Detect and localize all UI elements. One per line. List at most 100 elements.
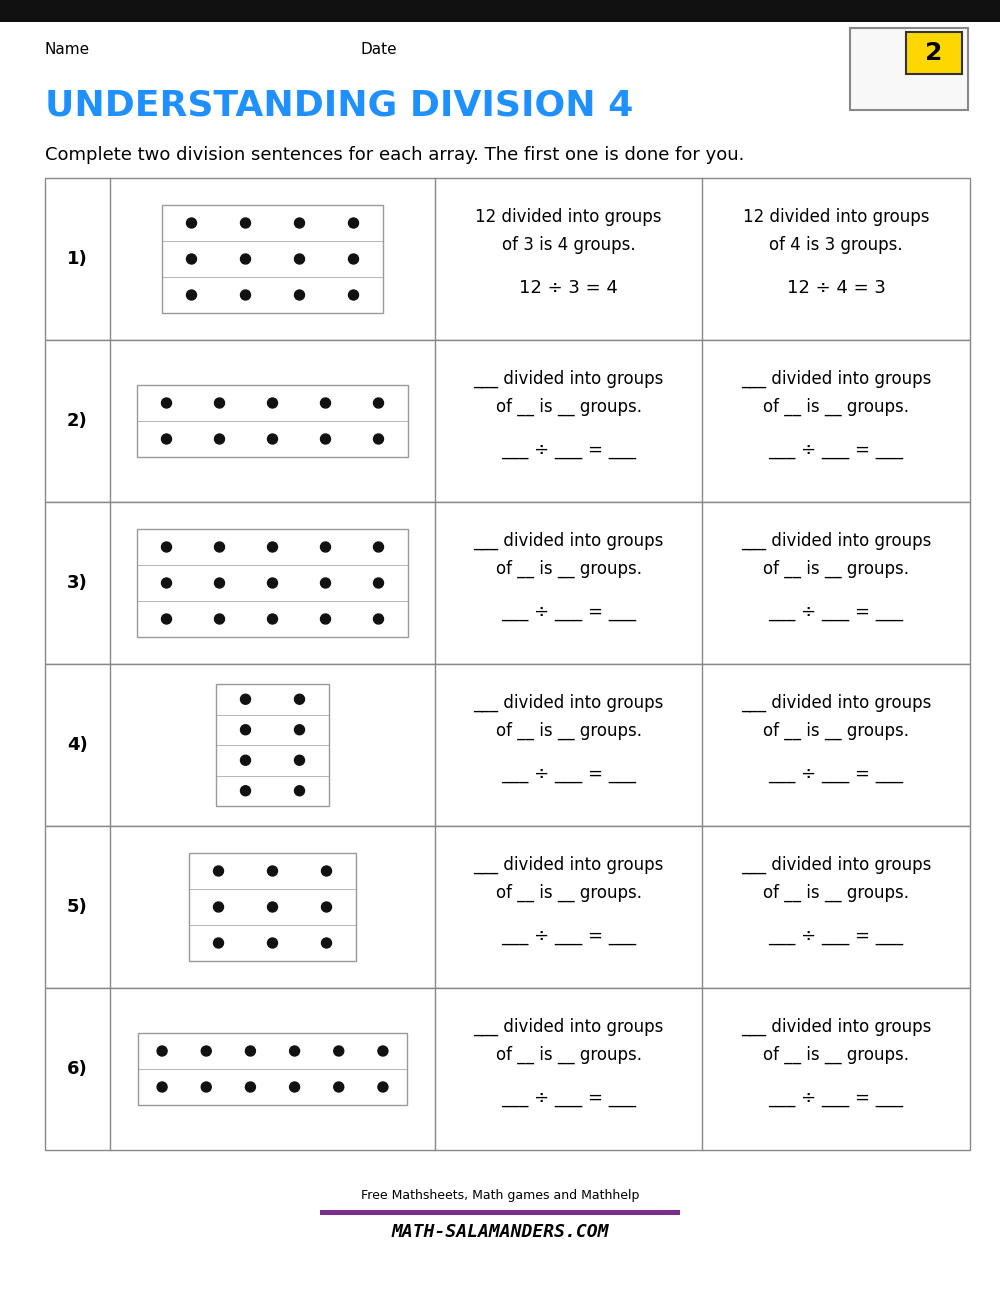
Text: 2): 2) xyxy=(67,411,88,430)
Circle shape xyxy=(322,866,332,876)
Text: ___ ÷ ___ = ___: ___ ÷ ___ = ___ xyxy=(768,765,904,783)
Circle shape xyxy=(201,1082,211,1092)
Text: ___ divided into groups: ___ divided into groups xyxy=(741,694,931,712)
Circle shape xyxy=(378,1082,388,1092)
Text: ___ divided into groups: ___ divided into groups xyxy=(473,694,664,712)
Bar xyxy=(906,32,962,74)
Circle shape xyxy=(268,902,278,912)
Circle shape xyxy=(294,785,304,796)
Text: ___ ÷ ___ = ___: ___ ÷ ___ = ___ xyxy=(768,441,904,459)
Circle shape xyxy=(240,254,250,264)
Circle shape xyxy=(320,542,330,553)
Text: 2: 2 xyxy=(925,41,943,65)
Text: of 3 is 4 groups.: of 3 is 4 groups. xyxy=(502,236,635,254)
Circle shape xyxy=(214,613,224,624)
Text: 12 ÷ 3 = 4: 12 ÷ 3 = 4 xyxy=(519,280,618,298)
Bar xyxy=(45,664,970,826)
Bar xyxy=(45,989,970,1150)
Text: 12 divided into groups: 12 divided into groups xyxy=(475,208,662,226)
Circle shape xyxy=(162,542,172,553)
Circle shape xyxy=(162,613,172,624)
Text: of __ is __ groups.: of __ is __ groups. xyxy=(496,722,642,740)
Circle shape xyxy=(268,433,278,444)
Text: ___ divided into groups: ___ divided into groups xyxy=(741,857,931,875)
Text: of __ is __ groups.: of __ is __ groups. xyxy=(763,722,909,740)
Circle shape xyxy=(349,290,358,300)
Bar xyxy=(320,1210,680,1215)
Circle shape xyxy=(162,433,172,444)
Circle shape xyxy=(214,433,224,444)
Circle shape xyxy=(334,1082,344,1092)
Text: UNDERSTANDING DIVISION 4: UNDERSTANDING DIVISION 4 xyxy=(45,88,633,122)
Text: of __ is __ groups.: of __ is __ groups. xyxy=(763,884,909,902)
Circle shape xyxy=(268,866,278,876)
Circle shape xyxy=(245,1082,255,1092)
Circle shape xyxy=(294,756,304,765)
Circle shape xyxy=(374,578,384,587)
Circle shape xyxy=(268,542,278,553)
Bar xyxy=(216,685,329,806)
Text: ___ ÷ ___ = ___: ___ ÷ ___ = ___ xyxy=(501,765,636,783)
Circle shape xyxy=(268,613,278,624)
Bar xyxy=(0,0,1000,22)
Bar xyxy=(137,529,408,637)
Text: ___ ÷ ___ = ___: ___ ÷ ___ = ___ xyxy=(501,927,636,945)
Circle shape xyxy=(349,254,358,264)
Circle shape xyxy=(268,938,278,949)
Circle shape xyxy=(157,1046,167,1056)
Circle shape xyxy=(186,217,196,228)
Text: of __ is __ groups.: of __ is __ groups. xyxy=(496,1046,642,1064)
Circle shape xyxy=(214,578,224,587)
Text: Free Mathsheets, Math games and Mathhelp: Free Mathsheets, Math games and Mathhelp xyxy=(361,1188,639,1202)
Text: of __ is __ groups.: of __ is __ groups. xyxy=(763,560,909,578)
Bar xyxy=(138,1033,407,1105)
Text: ___ divided into groups: ___ divided into groups xyxy=(741,370,931,388)
Circle shape xyxy=(294,254,304,264)
Circle shape xyxy=(186,290,196,300)
Text: ___ ÷ ___ = ___: ___ ÷ ___ = ___ xyxy=(501,441,636,459)
Bar xyxy=(137,386,408,457)
Text: ___ divided into groups: ___ divided into groups xyxy=(741,1018,931,1036)
Text: Date: Date xyxy=(360,43,397,57)
Text: of __ is __ groups.: of __ is __ groups. xyxy=(763,1046,909,1064)
Text: 5): 5) xyxy=(67,898,88,916)
Circle shape xyxy=(320,578,330,587)
Text: ___ ÷ ___ = ___: ___ ÷ ___ = ___ xyxy=(768,927,904,945)
Text: 6): 6) xyxy=(67,1060,88,1078)
Text: ___ divided into groups: ___ divided into groups xyxy=(473,532,664,550)
Text: ___ divided into groups: ___ divided into groups xyxy=(473,1018,664,1036)
Circle shape xyxy=(268,399,278,408)
Text: MATH-SALAMANDERS.COM: MATH-SALAMANDERS.COM xyxy=(391,1223,609,1241)
Circle shape xyxy=(349,217,358,228)
Text: ___ ÷ ___ = ___: ___ ÷ ___ = ___ xyxy=(501,603,636,621)
Text: of __ is __ groups.: of __ is __ groups. xyxy=(763,399,909,417)
Circle shape xyxy=(157,1082,167,1092)
Bar xyxy=(850,28,968,110)
Circle shape xyxy=(240,725,250,735)
Circle shape xyxy=(240,217,250,228)
Circle shape xyxy=(294,725,304,735)
Circle shape xyxy=(186,254,196,264)
Circle shape xyxy=(214,542,224,553)
Text: ___ divided into groups: ___ divided into groups xyxy=(741,532,931,550)
Circle shape xyxy=(214,938,224,949)
Circle shape xyxy=(214,866,224,876)
Text: Complete two division sentences for each array. The first one is done for you.: Complete two division sentences for each… xyxy=(45,146,744,164)
Text: Name: Name xyxy=(45,43,90,57)
Circle shape xyxy=(240,290,250,300)
Circle shape xyxy=(374,542,384,553)
Circle shape xyxy=(240,785,250,796)
Bar xyxy=(45,502,970,664)
Text: of __ is __ groups.: of __ is __ groups. xyxy=(496,399,642,417)
Text: ___ divided into groups: ___ divided into groups xyxy=(473,370,664,388)
Circle shape xyxy=(290,1046,300,1056)
Circle shape xyxy=(378,1046,388,1056)
Circle shape xyxy=(334,1046,344,1056)
Circle shape xyxy=(320,399,330,408)
Bar xyxy=(45,179,970,340)
Circle shape xyxy=(162,578,172,587)
Circle shape xyxy=(240,695,250,704)
Bar xyxy=(45,340,970,502)
Circle shape xyxy=(240,756,250,765)
Bar xyxy=(45,826,970,989)
